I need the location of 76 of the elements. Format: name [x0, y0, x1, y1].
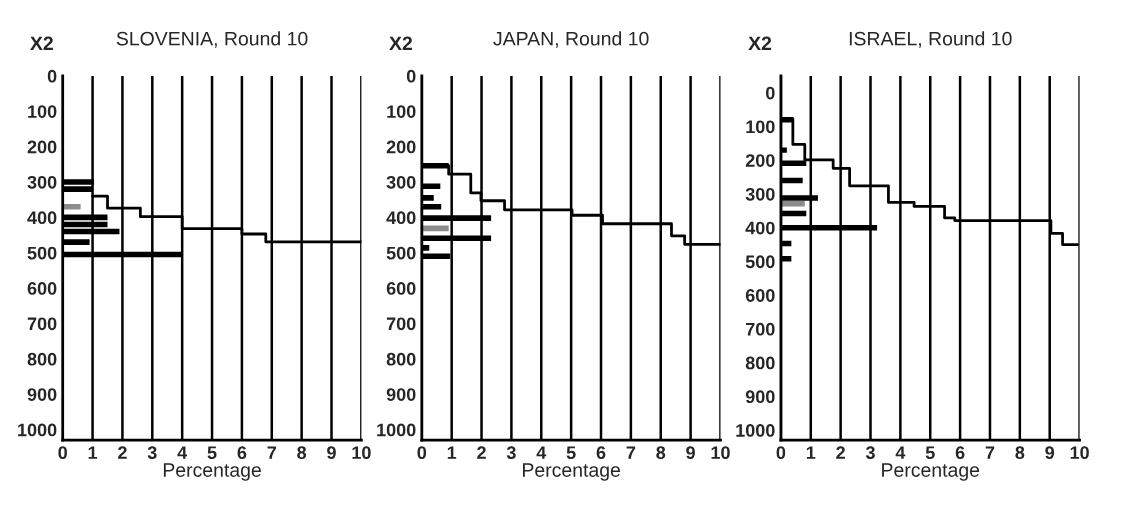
x-tick-label: 1: [447, 446, 457, 459]
y-tick-label: 800: [386, 352, 416, 366]
x-tick-label: 3: [147, 446, 157, 460]
y-tick-label: 100: [746, 120, 775, 134]
x-axis-title: Percentage: [523, 463, 621, 481]
x-tick-label: 5: [207, 446, 217, 460]
y-tick-label: 500: [27, 246, 57, 260]
x-tick-label: 9: [686, 446, 695, 460]
x-axis-title: Percentage: [882, 463, 980, 481]
y-tick-label: 700: [27, 317, 57, 331]
y-axis-title: X2: [748, 36, 772, 51]
chart-title: JAPAN, Round 10: [493, 31, 649, 48]
y-tick-label: 1000: [377, 423, 416, 437]
x-tick-label: 6: [955, 446, 965, 460]
x-tick-label: 7: [267, 446, 276, 459]
y-tick-label: 600: [386, 282, 416, 295]
y-tick-label: 1000: [736, 424, 775, 437]
y-tick-label: 300: [745, 187, 775, 201]
y-tick-label: 500: [745, 255, 775, 269]
x-tick-label: 5: [566, 446, 576, 460]
y-tick-label: 200: [386, 140, 416, 154]
x-tick-label: 7: [626, 446, 636, 459]
y-tick-label: 800: [27, 352, 57, 366]
x-tick-label: 2: [118, 446, 127, 459]
y-axis-title: X2: [389, 36, 413, 51]
bar: [62, 203, 81, 210]
y-tick-label: 1000: [18, 423, 57, 437]
x-tick-label: 8: [1015, 446, 1025, 460]
x-tick-label: 8: [297, 446, 307, 460]
y-tick-label: 800: [745, 356, 775, 370]
y-tick-label: 900: [27, 388, 57, 401]
x-tick-label: 6: [596, 446, 606, 460]
x-tick-label: 5: [925, 446, 935, 460]
x-tick-label: 8: [656, 446, 666, 460]
x-tick-label: 0: [58, 446, 67, 460]
y-tick-label: 300: [386, 175, 416, 189]
y-tick-label: 700: [746, 322, 775, 336]
y-tick-label: 400: [386, 211, 416, 225]
x-tick-label: 9: [327, 446, 336, 460]
y-tick-label: 900: [745, 390, 775, 404]
x-tick-label: 0: [417, 446, 427, 460]
x-tick-label: 10: [352, 446, 371, 460]
y-tick-label: 400: [27, 211, 57, 225]
y-tick-label: 500: [386, 246, 416, 260]
x-tick-label: 3: [865, 446, 875, 460]
y-tick-label: 700: [386, 317, 416, 331]
y-tick-label: 100: [387, 105, 416, 118]
y-tick-label: 100: [28, 105, 57, 118]
chart-title: SLOVENIA, Round 10: [116, 31, 308, 48]
x-tick-label: 2: [836, 446, 845, 459]
y-tick-label: 0: [406, 69, 416, 83]
x-tick-label: 4: [895, 446, 906, 459]
x-tick-label: 4: [177, 446, 188, 459]
y-tick-label: 600: [27, 282, 57, 295]
y-tick-label: 200: [745, 154, 775, 167]
x-tick-label: 6: [237, 446, 247, 460]
x-tick-label: 10: [1070, 446, 1089, 460]
x-tick-label: 3: [506, 446, 516, 460]
chart-title: ISRAEL, Round 10: [849, 31, 1012, 48]
x-tick-label: 7: [985, 446, 995, 459]
y-axis-title: X2: [30, 36, 53, 51]
y-tick-label: 300: [27, 175, 57, 189]
y-tick-label: 900: [386, 388, 416, 401]
x-tick-label: 10: [711, 446, 730, 460]
x-tick-label: 9: [1045, 446, 1055, 460]
x-axis-title: Percentage: [163, 463, 261, 481]
x-tick-label: 2: [477, 446, 486, 459]
x-tick-label: 1: [88, 446, 98, 459]
x-tick-label: 4: [536, 446, 547, 459]
y-tick-label: 400: [745, 221, 775, 235]
x-tick-label: 1: [806, 446, 816, 459]
x-tick-label: 0: [776, 446, 786, 460]
y-tick-label: 200: [27, 140, 57, 154]
y-tick-label: 0: [766, 86, 775, 100]
y-tick-label: 0: [47, 69, 57, 83]
y-tick-label: 600: [745, 289, 775, 302]
